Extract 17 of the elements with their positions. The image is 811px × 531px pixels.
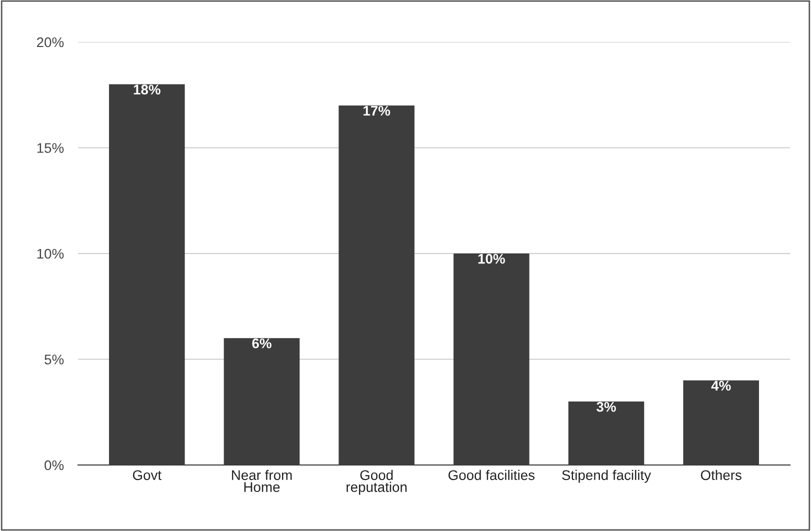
data-label: 18% bbox=[134, 84, 160, 94]
y-tick-label: 0% bbox=[44, 460, 64, 470]
y-tick-label: 10% bbox=[37, 248, 64, 259]
x-tick-label: Good reputation bbox=[346, 470, 407, 495]
data-label: 6% bbox=[252, 338, 272, 348]
data-label: 17% bbox=[364, 106, 390, 116]
x-tick-label: Near from Home bbox=[232, 470, 292, 492]
x-tick-label: Others bbox=[700, 470, 742, 480]
data-label: 4% bbox=[711, 380, 731, 391]
x-tick-label: Govt bbox=[132, 470, 162, 480]
y-tick-label: 15% bbox=[37, 143, 64, 153]
x-tick-label: Stipend facility bbox=[562, 470, 652, 483]
y-tick-label: 20% bbox=[37, 37, 64, 48]
y-tick-label: 5% bbox=[44, 354, 64, 364]
x-tick-label: Good facilities bbox=[448, 470, 535, 480]
data-label: 10% bbox=[478, 254, 505, 264]
data-label: 3% bbox=[596, 402, 616, 412]
